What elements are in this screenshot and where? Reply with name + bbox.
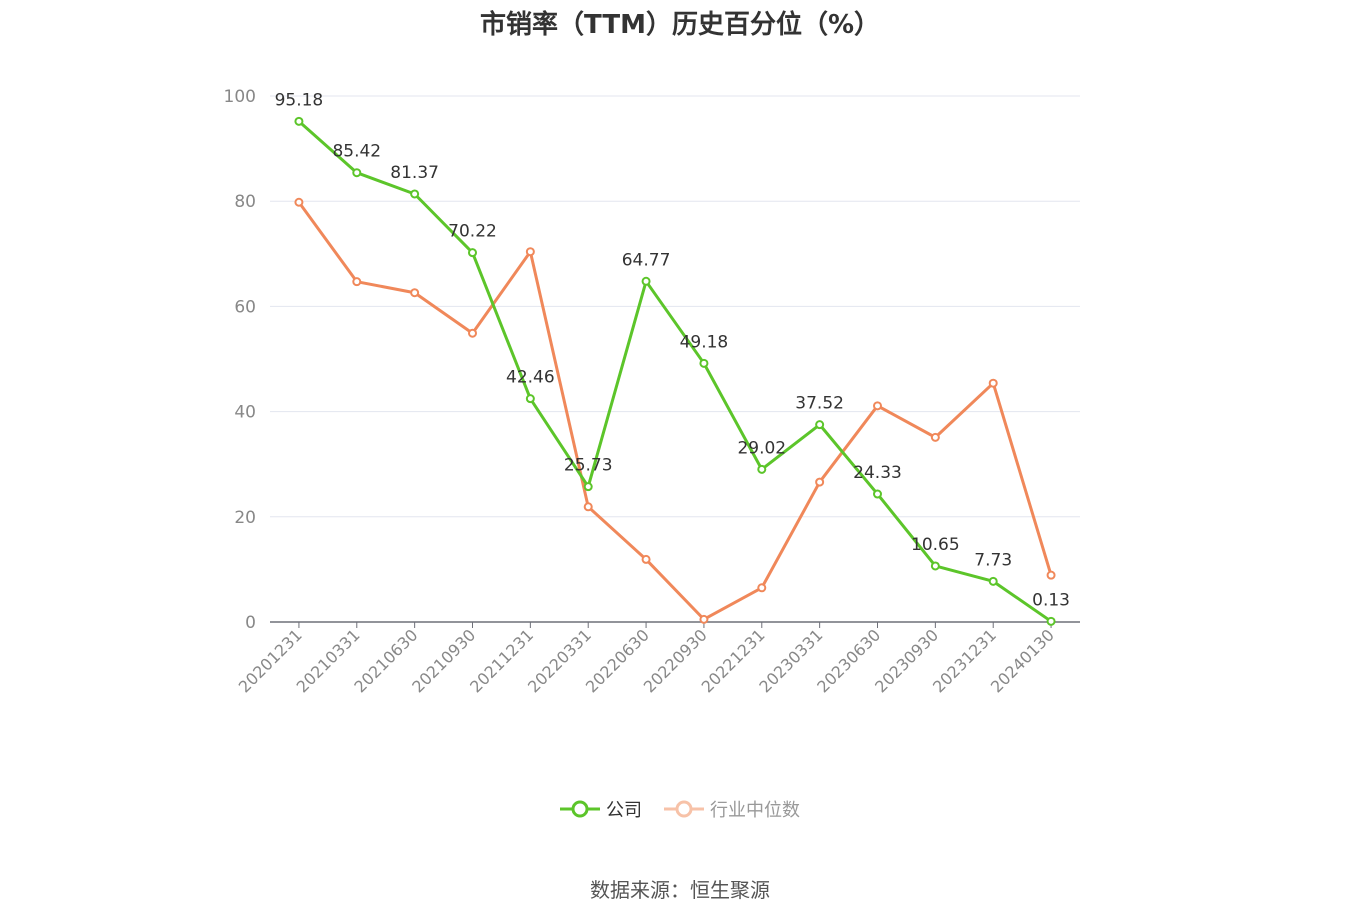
series-line-company (297, 120, 1052, 623)
data-point-company (525, 394, 535, 404)
source-note: 数据来源：恒生聚源 (590, 878, 770, 902)
data-point-company (294, 116, 304, 126)
data-point-industry (352, 277, 362, 287)
data-label: 37.52 (795, 394, 844, 414)
data-label: 7.73 (974, 550, 1012, 570)
data-label: 25.73 (564, 456, 613, 476)
legend-item-industry[interactable]: 行业中位数 (664, 796, 800, 822)
data-point-company (873, 489, 882, 499)
data-label: 10.65 (911, 535, 960, 555)
data-label: 24.33 (853, 463, 902, 483)
data-point-company (641, 276, 651, 286)
data-label: 81.37 (390, 163, 439, 183)
data-labels: 95.18 85.42 81.37 70.22 42.46 25.73 64.77 49.18… (275, 90, 1070, 610)
y-tick-label: 60 (234, 297, 256, 317)
y-tick-label: 40 (234, 403, 256, 423)
y-tick-label: 100 (224, 87, 256, 107)
series-lines (294, 116, 1056, 626)
legend-line-circle-icon (560, 800, 600, 818)
y-tick-label: 80 (234, 192, 256, 212)
data-point-industry (1046, 570, 1056, 580)
data-point-industry (699, 614, 709, 624)
axes: 0204060801002020123120210331202106302021… (224, 87, 1080, 696)
legend-item-company[interactable]: 公司 (560, 796, 642, 822)
data-point-company (468, 248, 477, 258)
data-point-industry (930, 432, 940, 442)
legend-label-company: 公司 (606, 800, 642, 821)
data-label: 70.22 (448, 222, 497, 242)
data-point-company (757, 464, 767, 474)
x-tick-label: 20240130 (987, 625, 1058, 696)
legend: 公司 行业中位数 (0, 796, 1360, 822)
data-label: 42.46 (506, 368, 555, 388)
data-point-company (410, 189, 420, 199)
data-label: 0.13 (1032, 590, 1070, 610)
data-point-company (583, 482, 593, 492)
data-point-industry (525, 247, 535, 257)
data-point-industry (468, 328, 477, 338)
series-line-industry (297, 201, 1053, 621)
legend-label-industry: 行业中位数 (710, 800, 800, 821)
data-label: 29.02 (737, 438, 786, 458)
grid-lines (270, 95, 1080, 518)
data-point-industry (294, 197, 304, 207)
data-label: 49.18 (680, 332, 729, 352)
data-point-industry (641, 554, 651, 564)
legend-line-circle-icon (664, 800, 704, 818)
data-point-company (1046, 616, 1056, 626)
chart-title: 市销率（TTM）历史百分位（%） (480, 10, 880, 40)
data-point-industry (757, 583, 767, 593)
y-tick-label: 0 (245, 613, 256, 633)
data-point-company (352, 168, 362, 178)
data-point-industry (410, 288, 420, 298)
data-point-industry (873, 401, 882, 411)
y-tick-label: 20 (234, 508, 256, 528)
data-label: 95.18 (275, 90, 324, 110)
data-point-company (988, 576, 998, 586)
data-point-company (699, 358, 709, 368)
data-label: 85.42 (332, 142, 381, 162)
data-point-company (815, 420, 825, 430)
data-point-industry (988, 378, 998, 388)
data-point-industry (815, 477, 825, 487)
data-point-industry (583, 502, 593, 512)
data-label: 64.77 (622, 250, 671, 270)
data-point-company (930, 561, 940, 571)
